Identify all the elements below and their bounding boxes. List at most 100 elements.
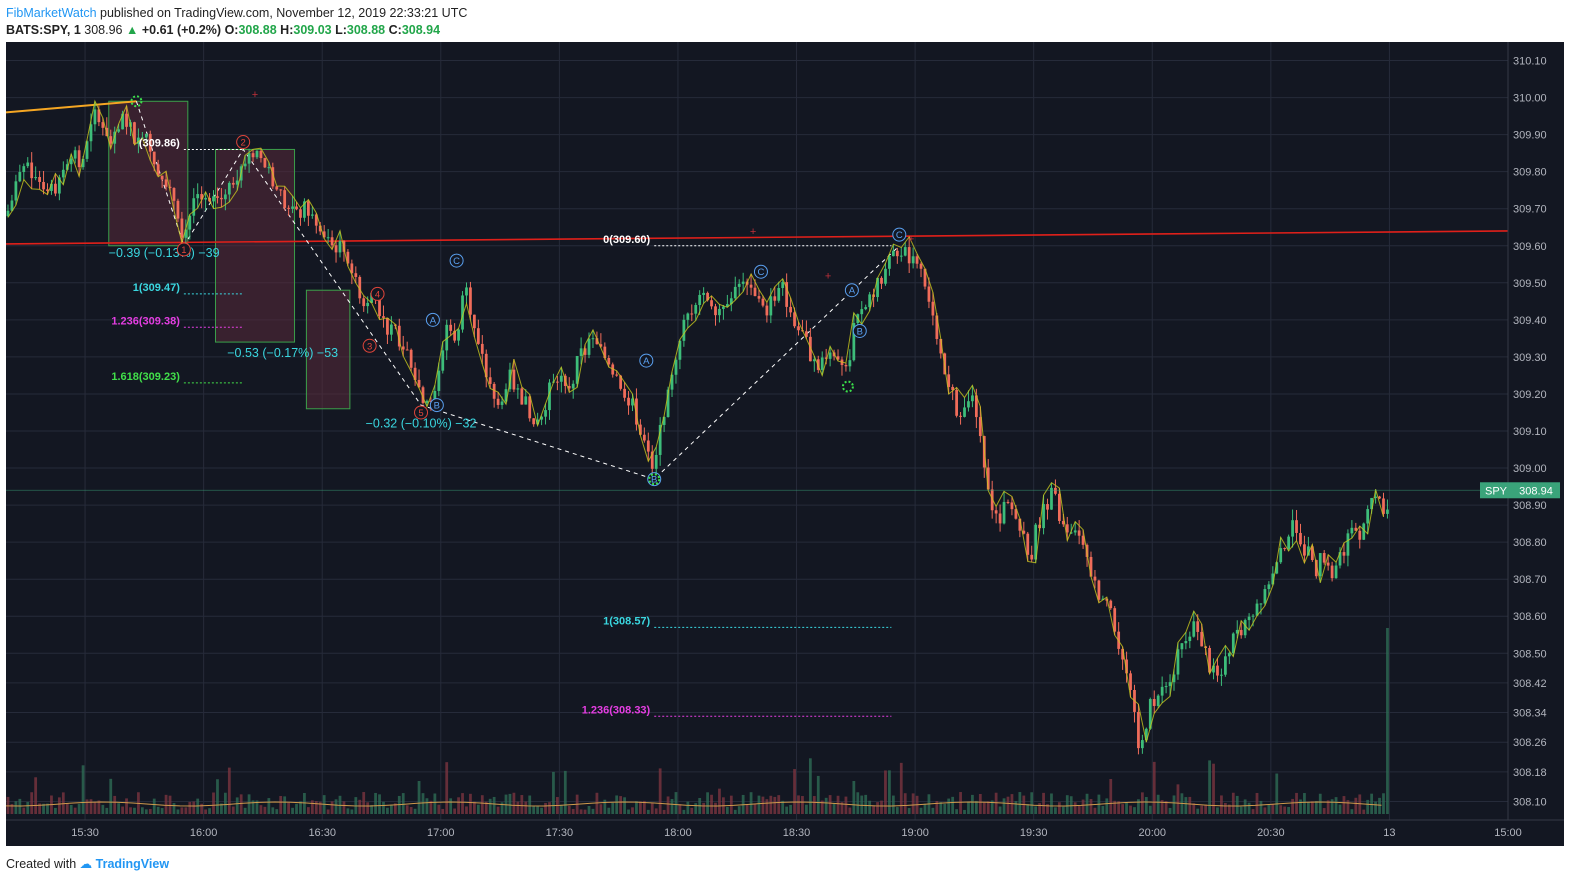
volume-bar (1366, 799, 1370, 814)
volume-bar (532, 805, 536, 814)
candle-body (725, 304, 729, 307)
candle-body (607, 358, 611, 365)
candle-body (899, 255, 903, 257)
tradingview-link[interactable]: TradingView (95, 857, 170, 871)
volume-bar (567, 805, 571, 814)
volume-bar (26, 801, 30, 814)
candle-body (267, 167, 271, 169)
wave-label-red: 2 (241, 138, 246, 149)
candle-body (1243, 620, 1247, 636)
volume-bar (947, 798, 951, 814)
candle-body (314, 214, 318, 226)
volume-bar (1303, 793, 1306, 814)
volume-bar (386, 807, 389, 814)
candle-body (409, 349, 413, 368)
symbol-label[interactable]: BATS:SPY, 1 (6, 23, 81, 37)
candle-body (1338, 552, 1342, 566)
volume-bar (1299, 799, 1302, 814)
candle-body (864, 307, 868, 310)
volume-bar (615, 795, 619, 814)
candle-body (22, 166, 26, 173)
volume-bar (848, 807, 852, 814)
volume-bar (346, 808, 350, 814)
symbol-tag: SPY (1485, 485, 1508, 497)
candle-body (603, 346, 607, 359)
candle-body (34, 177, 38, 179)
candle-body (805, 331, 808, 337)
candle-body (654, 454, 658, 469)
y-axis-ticks: 310.10 310.00 309.90 309.80 309.70 309.60 309.… (1513, 56, 1547, 809)
candle-body (1370, 497, 1374, 510)
candle-body (812, 359, 816, 362)
y-tick-label: 309.00 (1513, 463, 1547, 475)
volume-bar (599, 804, 603, 814)
candle-body (50, 183, 53, 191)
volume-bar (445, 762, 449, 814)
volume-bar (1093, 807, 1097, 814)
candle-body (1002, 501, 1006, 524)
candle-body (1156, 695, 1160, 706)
volume-ma-line (6, 801, 1382, 807)
candle-body (1034, 524, 1038, 560)
volume-bar (998, 806, 1002, 814)
volume-bar (884, 770, 887, 814)
volume-bar (303, 792, 306, 814)
volume-bar (528, 795, 532, 814)
volume-bar (1085, 793, 1089, 814)
x-tick-label: 15:30 (71, 827, 99, 839)
volume-bar (943, 803, 947, 814)
publish-line: FibMarketWatch published on TradingView.… (6, 6, 467, 20)
fib-level-label: 1.236(309.38) (111, 315, 180, 327)
created-with-text: Created with (6, 857, 77, 871)
volume-bar (393, 803, 397, 814)
candle-body (1022, 530, 1026, 534)
volume-bar (1168, 807, 1172, 814)
wave-label-blue-circle (639, 353, 654, 368)
volume-bar (220, 803, 223, 814)
candle-body (1168, 682, 1172, 687)
candle-body (42, 181, 45, 190)
candle-body (524, 396, 528, 405)
volume-bar (1314, 801, 1318, 814)
volume-bar (832, 802, 836, 814)
author-link[interactable]: FibMarketWatch (6, 6, 97, 20)
chart-canvas[interactable]: 1(309.47) 1.236(309.38) 1.618(309.23) (309.… (6, 42, 1564, 846)
wave-label-blue: B (857, 326, 863, 337)
volume-bar (488, 798, 492, 814)
fib-boxes (108, 100, 351, 410)
volume-bar (1140, 792, 1144, 814)
volume-bar (1291, 798, 1294, 814)
time-axis[interactable] (6, 820, 1564, 846)
plus-marker-icon: + (750, 226, 756, 238)
y-tick-label: 308.90 (1513, 500, 1547, 512)
fib-box (108, 100, 189, 247)
volume-bar (1208, 760, 1211, 814)
candle-body (702, 292, 706, 295)
candle-body (1184, 641, 1188, 644)
volume-bar (1200, 805, 1204, 814)
volume-bar (69, 805, 73, 814)
wave-label-red: 4 (375, 289, 380, 300)
candle-body (1172, 674, 1176, 683)
x-tick-label: 20:30 (1257, 827, 1285, 839)
candle-body (868, 294, 872, 308)
candle-body (263, 158, 267, 168)
candle-body (188, 215, 192, 230)
volume-bar (603, 799, 607, 814)
wave-label-blue-circle (647, 472, 662, 487)
volume-bar (899, 762, 903, 814)
volume-bar (974, 800, 978, 814)
volume-bar (1144, 797, 1148, 814)
volume-bar (34, 777, 38, 814)
volume-bar (635, 801, 638, 814)
candle-body (152, 151, 156, 165)
candle-body (706, 292, 709, 301)
price-axis[interactable] (1508, 42, 1564, 820)
candle-body (757, 296, 761, 299)
x-tick-label: 18:00 (664, 827, 692, 839)
candle-body (1212, 665, 1215, 673)
candle-body (504, 389, 508, 402)
candle-body (844, 365, 848, 367)
volume-bar (1231, 792, 1235, 814)
orange-lead-line (6, 100, 137, 114)
